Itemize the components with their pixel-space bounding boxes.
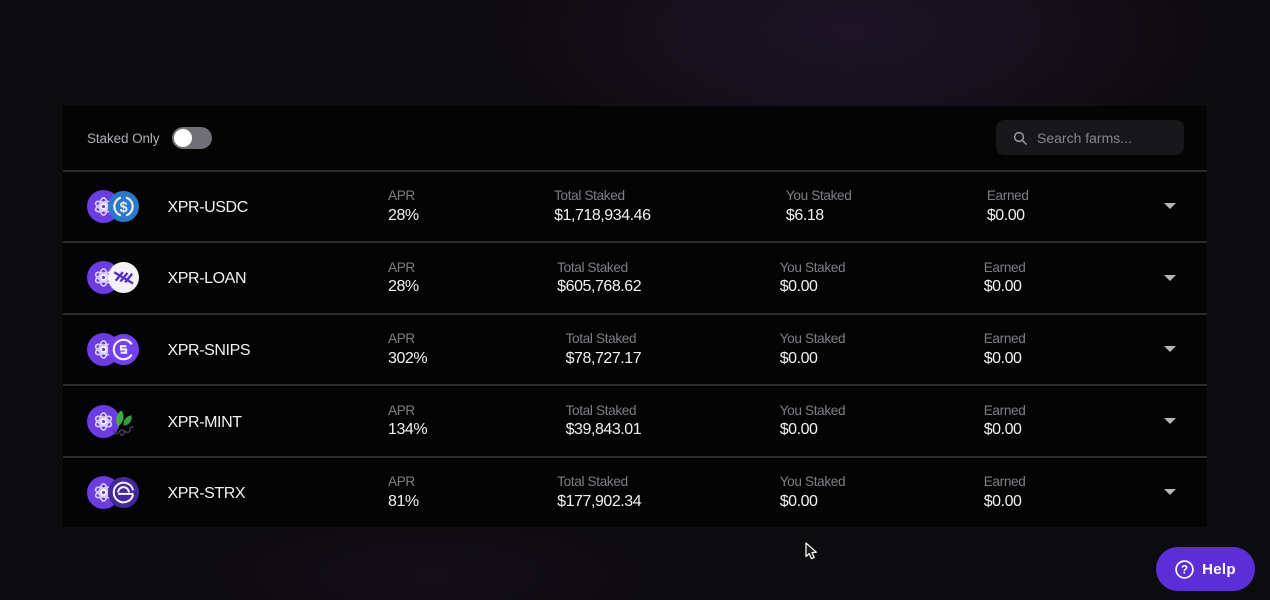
svg-text:$: $ [119, 200, 127, 216]
svg-text:?: ? [1181, 564, 1188, 576]
